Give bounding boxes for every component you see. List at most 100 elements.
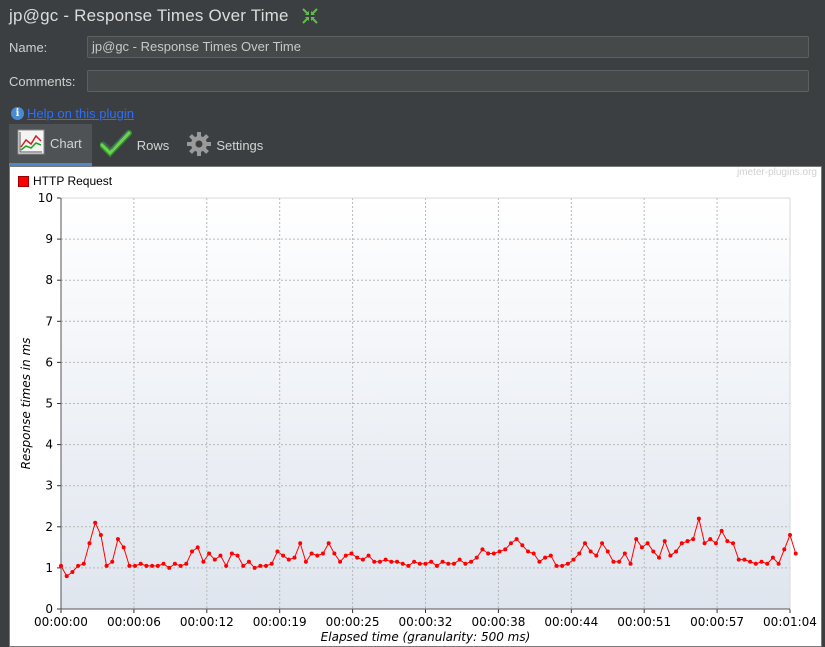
data-point xyxy=(480,547,485,552)
data-point xyxy=(560,563,565,568)
tab-settings[interactable]: Settings xyxy=(179,124,273,166)
y-tick-label: 6 xyxy=(45,355,53,369)
data-point xyxy=(696,516,701,521)
y-tick-label: 8 xyxy=(45,273,53,287)
data-point xyxy=(76,563,81,568)
data-point xyxy=(622,551,627,556)
data-point xyxy=(508,541,513,546)
data-point xyxy=(360,557,365,562)
data-point xyxy=(110,559,115,564)
data-point xyxy=(395,559,400,564)
tab-chart[interactable]: Chart xyxy=(9,124,92,166)
data-point xyxy=(611,559,616,564)
data-point xyxy=(338,559,343,564)
data-point xyxy=(793,551,798,556)
data-point xyxy=(121,545,126,550)
data-point xyxy=(326,541,331,546)
data-point xyxy=(104,563,109,568)
checkmark-icon xyxy=(98,129,132,162)
data-point xyxy=(389,559,394,564)
data-point xyxy=(281,553,286,558)
info-icon: i xyxy=(11,107,24,120)
data-point xyxy=(713,541,718,546)
data-point xyxy=(725,539,730,544)
data-point xyxy=(668,553,673,558)
gear-icon xyxy=(187,131,212,159)
data-point xyxy=(264,563,269,568)
data-point xyxy=(189,549,194,554)
data-point xyxy=(81,561,86,566)
comments-input[interactable] xyxy=(87,70,809,92)
y-tick-label: 9 xyxy=(45,232,53,246)
tab-bar: Chart Rows xyxy=(9,124,273,166)
x-tick-label: 00:00:25 xyxy=(326,615,380,629)
x-tick-label: 00:00:44 xyxy=(544,615,598,629)
help-link[interactable]: Help on this plugin xyxy=(27,106,134,121)
data-point xyxy=(782,547,787,552)
chart-legend: HTTP Request xyxy=(18,174,112,188)
data-point xyxy=(241,563,246,568)
collapse-arrows-icon[interactable] xyxy=(301,7,319,25)
data-point xyxy=(662,539,667,544)
x-tick-label: 00:00:00 xyxy=(34,615,88,629)
data-point xyxy=(594,553,599,558)
data-point xyxy=(605,549,610,554)
chart-panel: 0 1 2 3 4 5 6 7 8 9 10 00:00:00 00:00:06 00:00:12 00:0… xyxy=(9,166,822,647)
data-point xyxy=(207,551,212,556)
data-point xyxy=(514,537,519,542)
legend-label: HTTP Request xyxy=(33,174,113,188)
data-point xyxy=(469,559,474,564)
data-point xyxy=(429,559,434,564)
data-point xyxy=(565,561,570,566)
data-point xyxy=(503,547,508,552)
y-tick-label: 1 xyxy=(45,561,53,575)
data-point xyxy=(617,559,622,564)
data-point xyxy=(155,563,160,568)
x-tick-label: 00:00:51 xyxy=(617,615,671,629)
data-point xyxy=(776,561,781,566)
y-tick-label: 5 xyxy=(45,397,53,411)
data-point xyxy=(765,561,770,566)
data-point xyxy=(736,557,741,562)
data-point xyxy=(753,561,758,566)
help-row: i Help on this plugin xyxy=(11,106,134,121)
data-point xyxy=(526,549,531,554)
chart-icon xyxy=(17,129,45,158)
data-point xyxy=(212,557,217,562)
x-tick-label: 00:00:19 xyxy=(253,615,307,629)
data-point xyxy=(195,545,200,550)
data-point xyxy=(748,559,753,564)
data-point xyxy=(685,539,690,544)
data-point xyxy=(543,555,548,560)
data-point xyxy=(377,559,382,564)
tab-settings-label: Settings xyxy=(216,137,264,153)
data-point xyxy=(275,549,280,554)
y-tick-label: 10 xyxy=(38,191,53,205)
data-point xyxy=(366,553,371,558)
data-point xyxy=(582,541,587,546)
data-point xyxy=(651,549,656,554)
data-point xyxy=(446,561,451,566)
data-point xyxy=(423,561,428,566)
x-tick-label: 00:00:32 xyxy=(399,615,453,629)
name-input[interactable]: jp@gc - Response Times Over Time xyxy=(87,36,809,58)
data-point xyxy=(577,551,582,556)
data-point xyxy=(332,551,337,556)
comments-row: Comments: xyxy=(9,70,809,92)
data-point xyxy=(759,559,764,564)
data-point xyxy=(497,549,502,554)
data-point xyxy=(531,551,536,556)
data-point xyxy=(218,553,223,558)
tab-rows[interactable]: Rows xyxy=(92,124,180,166)
x-tick-label: 00:00:57 xyxy=(690,615,744,629)
data-point xyxy=(520,543,525,548)
data-point xyxy=(133,563,138,568)
x-tick-label: 00:00:06 xyxy=(107,615,161,629)
comments-label: Comments: xyxy=(9,73,76,89)
data-point xyxy=(59,563,63,568)
x-tick-label: 00:00:38 xyxy=(471,615,525,629)
data-point xyxy=(246,559,251,564)
data-point xyxy=(161,561,166,566)
data-point xyxy=(674,549,679,554)
data-point xyxy=(634,537,639,542)
